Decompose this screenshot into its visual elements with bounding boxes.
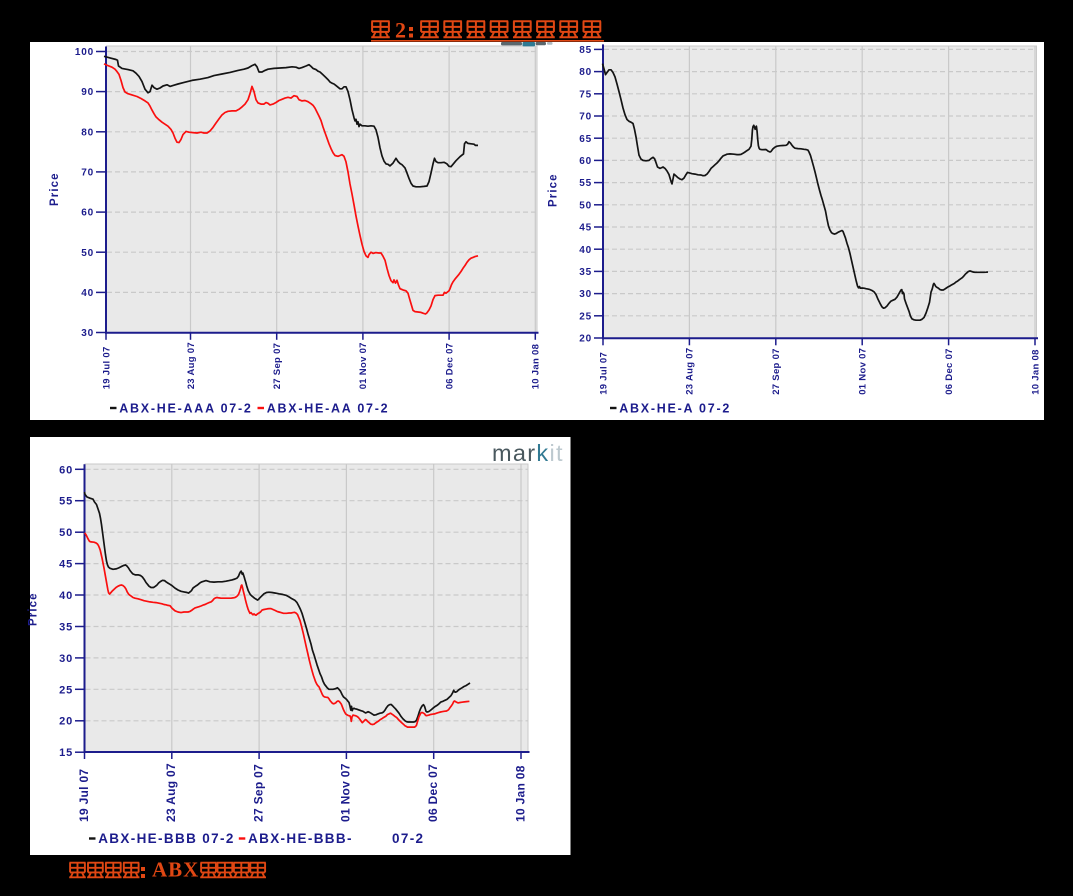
- svg-text:Price: Price: [49, 172, 61, 206]
- svg-text:50: 50: [59, 527, 73, 539]
- svg-text:10 Jan 08: 10 Jan 08: [531, 344, 542, 389]
- svg-text:25: 25: [59, 684, 73, 696]
- svg-text:10 Jan 08: 10 Jan 08: [1030, 349, 1041, 394]
- svg-text:35: 35: [59, 621, 73, 633]
- svg-text:90: 90: [81, 87, 94, 98]
- svg-text:40: 40: [81, 288, 94, 299]
- svg-text:45: 45: [59, 559, 73, 571]
- svg-text:01 Nov 07: 01 Nov 07: [358, 342, 369, 389]
- svg-text:Price: Price: [548, 173, 560, 207]
- svg-text:85: 85: [579, 45, 592, 56]
- svg-text:20: 20: [59, 716, 73, 728]
- svg-text:19 Jul 07: 19 Jul 07: [77, 769, 91, 822]
- svg-text:01 Nov 07: 01 Nov 07: [339, 763, 353, 822]
- svg-text:40: 40: [579, 245, 592, 256]
- svg-text:ABX-HE-BBB 07-2: ABX-HE-BBB 07-2: [98, 831, 235, 846]
- svg-text:ABX-HE-AAA 07-2: ABX-HE-AAA 07-2: [119, 402, 252, 416]
- svg-text:55: 55: [59, 496, 73, 508]
- svg-text:07-2: 07-2: [392, 831, 424, 846]
- svg-text:70: 70: [579, 112, 592, 123]
- svg-text:01 Nov 07: 01 Nov 07: [858, 348, 869, 395]
- svg-text:50: 50: [81, 248, 94, 259]
- svg-text:23 Aug 07: 23 Aug 07: [164, 763, 178, 822]
- svg-text:23 Aug 07: 23 Aug 07: [186, 342, 197, 389]
- svg-text:27 Sep 07: 27 Sep 07: [771, 348, 782, 395]
- svg-text:30: 30: [81, 328, 94, 339]
- svg-text:ABX-HE-BBB-: ABX-HE-BBB-: [248, 831, 353, 846]
- svg-text:06 Dec 07: 06 Dec 07: [444, 343, 455, 390]
- svg-text:40: 40: [59, 590, 73, 602]
- svg-text:60: 60: [579, 156, 592, 167]
- svg-text:65: 65: [579, 134, 592, 145]
- svg-text:ABX: ABX: [152, 858, 199, 882]
- svg-text:25: 25: [579, 311, 592, 322]
- svg-text:60: 60: [81, 208, 94, 219]
- svg-text:15: 15: [59, 747, 73, 759]
- svg-text:45: 45: [579, 223, 592, 234]
- svg-text:35: 35: [579, 267, 592, 278]
- svg-text:50: 50: [579, 200, 592, 211]
- svg-text:30: 30: [579, 289, 592, 300]
- svg-text:ABX-HE-A 07-2: ABX-HE-A 07-2: [619, 402, 731, 416]
- svg-text:70: 70: [81, 168, 94, 179]
- svg-text:27 Sep 07: 27 Sep 07: [272, 343, 283, 390]
- svg-text:ABX-HE-AA 07-2: ABX-HE-AA 07-2: [267, 402, 390, 416]
- svg-text:Price: Price: [28, 592, 40, 626]
- svg-text:55: 55: [579, 178, 592, 189]
- svg-text:06 Dec 07: 06 Dec 07: [426, 764, 440, 822]
- svg-text:100: 100: [75, 47, 94, 58]
- svg-text:markit: markit: [492, 440, 564, 466]
- svg-text:06 Dec 07: 06 Dec 07: [944, 348, 955, 395]
- svg-text:2: 2: [395, 18, 406, 43]
- svg-text:19 Jul 07: 19 Jul 07: [598, 352, 609, 395]
- svg-text:19 Jul 07: 19 Jul 07: [101, 346, 112, 389]
- svg-text:80: 80: [579, 67, 592, 78]
- svg-text:80: 80: [81, 127, 94, 138]
- svg-text:23 Aug 07: 23 Aug 07: [685, 348, 696, 395]
- svg-text:27 Sep 07: 27 Sep 07: [251, 764, 265, 822]
- svg-text:30: 30: [59, 653, 73, 665]
- svg-text:75: 75: [579, 89, 592, 100]
- svg-text:60: 60: [59, 464, 73, 476]
- svg-text:10 Jan 08: 10 Jan 08: [513, 765, 527, 822]
- svg-text:20: 20: [579, 334, 592, 345]
